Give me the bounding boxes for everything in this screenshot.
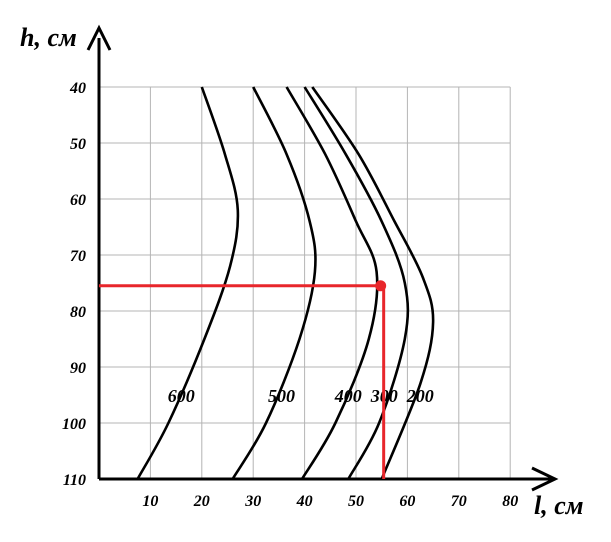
y-tick-label-100: 100 [62, 416, 86, 433]
highlight-point [375, 280, 387, 292]
y-tick-label-70: 70 [70, 248, 86, 265]
curve-400 [285, 86, 379, 480]
y-tick-label-80: 80 [70, 304, 86, 321]
y-tick-label-40: 40 [69, 80, 86, 97]
y-tick-label-50: 50 [70, 136, 86, 153]
curve-label-500: 500 [268, 386, 295, 406]
y-tick-label-110: 110 [63, 472, 86, 489]
curve-labels: 600 500 400 300 200 [168, 386, 434, 406]
x-tick-label-40: 40 [296, 493, 313, 510]
curves [136, 86, 435, 480]
curve-200 [311, 86, 435, 480]
y-tick-label-60: 60 [70, 192, 86, 209]
x-axis-title: l, см [534, 491, 584, 520]
x-axis-arrow [531, 466, 559, 492]
x-tick-label-80: 80 [502, 493, 518, 510]
x-tick-label-50: 50 [348, 493, 364, 510]
curve-label-600: 600 [168, 386, 195, 406]
y-tick-label-90: 90 [70, 360, 86, 377]
axes [86, 24, 559, 492]
grid-lines [99, 86, 511, 480]
x-tick-label-20: 20 [193, 493, 210, 510]
curve-300 [303, 86, 410, 480]
curve-500 [231, 86, 317, 480]
tick-labels: 10 20 30 40 50 60 70 80 40 50 60 70 80 90 100 110 [62, 80, 518, 510]
curve-600 [136, 86, 240, 480]
highlight-marker [99, 280, 387, 479]
y-axis-title: h, см [20, 23, 77, 52]
x-tick-label-60: 60 [399, 493, 415, 510]
x-tick-label-10: 10 [142, 493, 158, 510]
x-tick-label-70: 70 [451, 493, 467, 510]
y-axis-arrow [86, 24, 112, 51]
curve-label-400: 400 [334, 386, 362, 406]
x-tick-label-30: 30 [244, 493, 261, 510]
curve-label-200: 200 [406, 386, 434, 406]
